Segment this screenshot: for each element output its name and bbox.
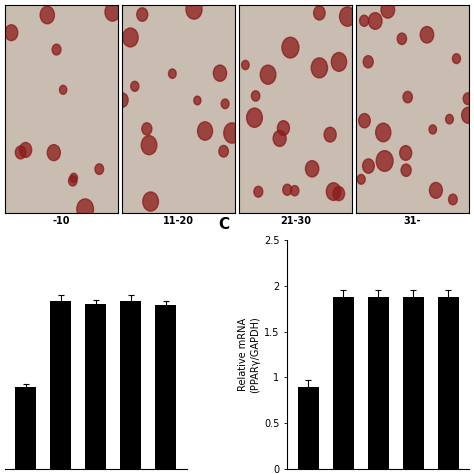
Ellipse shape (198, 122, 212, 140)
Ellipse shape (463, 93, 473, 105)
Ellipse shape (403, 91, 412, 103)
Bar (155, 305, 176, 469)
Ellipse shape (141, 136, 157, 155)
Ellipse shape (381, 1, 395, 18)
Ellipse shape (452, 54, 460, 64)
Ellipse shape (462, 107, 474, 123)
Ellipse shape (360, 15, 369, 27)
Ellipse shape (69, 176, 77, 186)
Ellipse shape (143, 192, 158, 211)
Ellipse shape (213, 65, 227, 81)
Ellipse shape (448, 194, 457, 205)
Ellipse shape (277, 121, 290, 136)
Ellipse shape (333, 187, 345, 201)
Ellipse shape (339, 7, 356, 26)
Ellipse shape (242, 60, 249, 70)
Ellipse shape (186, 0, 202, 19)
Ellipse shape (131, 82, 139, 91)
Ellipse shape (420, 27, 434, 43)
Ellipse shape (117, 93, 128, 107)
Ellipse shape (221, 99, 229, 109)
Ellipse shape (376, 123, 391, 142)
Ellipse shape (70, 173, 77, 182)
X-axis label: 21-30: 21-30 (280, 216, 311, 226)
Ellipse shape (359, 114, 370, 128)
Ellipse shape (397, 33, 407, 45)
Text: C: C (218, 217, 229, 232)
Bar (50, 301, 71, 469)
Ellipse shape (326, 182, 341, 201)
Ellipse shape (123, 28, 138, 47)
Bar (298, 387, 319, 469)
Ellipse shape (291, 185, 299, 196)
Ellipse shape (251, 91, 260, 101)
X-axis label: 11-20: 11-20 (163, 216, 194, 226)
Ellipse shape (331, 53, 346, 71)
Ellipse shape (47, 145, 60, 161)
Bar (438, 297, 459, 469)
Ellipse shape (376, 151, 393, 171)
Ellipse shape (363, 55, 373, 68)
Ellipse shape (246, 108, 263, 128)
Ellipse shape (15, 146, 26, 159)
Bar (403, 297, 424, 469)
Ellipse shape (137, 8, 148, 21)
Ellipse shape (273, 130, 286, 146)
Ellipse shape (324, 127, 336, 142)
Ellipse shape (254, 186, 263, 197)
Ellipse shape (401, 164, 411, 176)
Ellipse shape (224, 123, 240, 143)
Ellipse shape (429, 125, 437, 134)
Ellipse shape (357, 174, 365, 184)
Bar (333, 297, 354, 469)
Ellipse shape (194, 96, 201, 105)
Ellipse shape (77, 199, 93, 219)
Ellipse shape (446, 114, 453, 124)
Ellipse shape (429, 182, 442, 198)
Ellipse shape (19, 143, 32, 157)
Ellipse shape (40, 6, 55, 24)
Ellipse shape (305, 161, 319, 177)
Ellipse shape (314, 6, 325, 20)
Ellipse shape (219, 146, 228, 157)
Bar (120, 301, 141, 469)
Ellipse shape (400, 146, 412, 160)
Ellipse shape (60, 85, 67, 94)
Ellipse shape (95, 164, 104, 174)
Y-axis label: Relative mRNA
(PPARγ/GAPDH): Relative mRNA (PPARγ/GAPDH) (238, 316, 260, 393)
X-axis label: 31-: 31- (404, 216, 421, 226)
Bar (368, 297, 389, 469)
Ellipse shape (363, 159, 374, 173)
Bar (15, 387, 36, 469)
Ellipse shape (368, 13, 382, 29)
Ellipse shape (52, 44, 61, 55)
Bar (85, 304, 106, 469)
X-axis label: -10: -10 (53, 216, 70, 226)
Ellipse shape (5, 25, 18, 41)
Ellipse shape (311, 58, 328, 78)
Ellipse shape (169, 69, 176, 78)
Ellipse shape (282, 37, 299, 58)
Ellipse shape (142, 123, 152, 135)
Ellipse shape (105, 3, 120, 21)
Ellipse shape (260, 65, 276, 84)
Ellipse shape (283, 184, 292, 195)
